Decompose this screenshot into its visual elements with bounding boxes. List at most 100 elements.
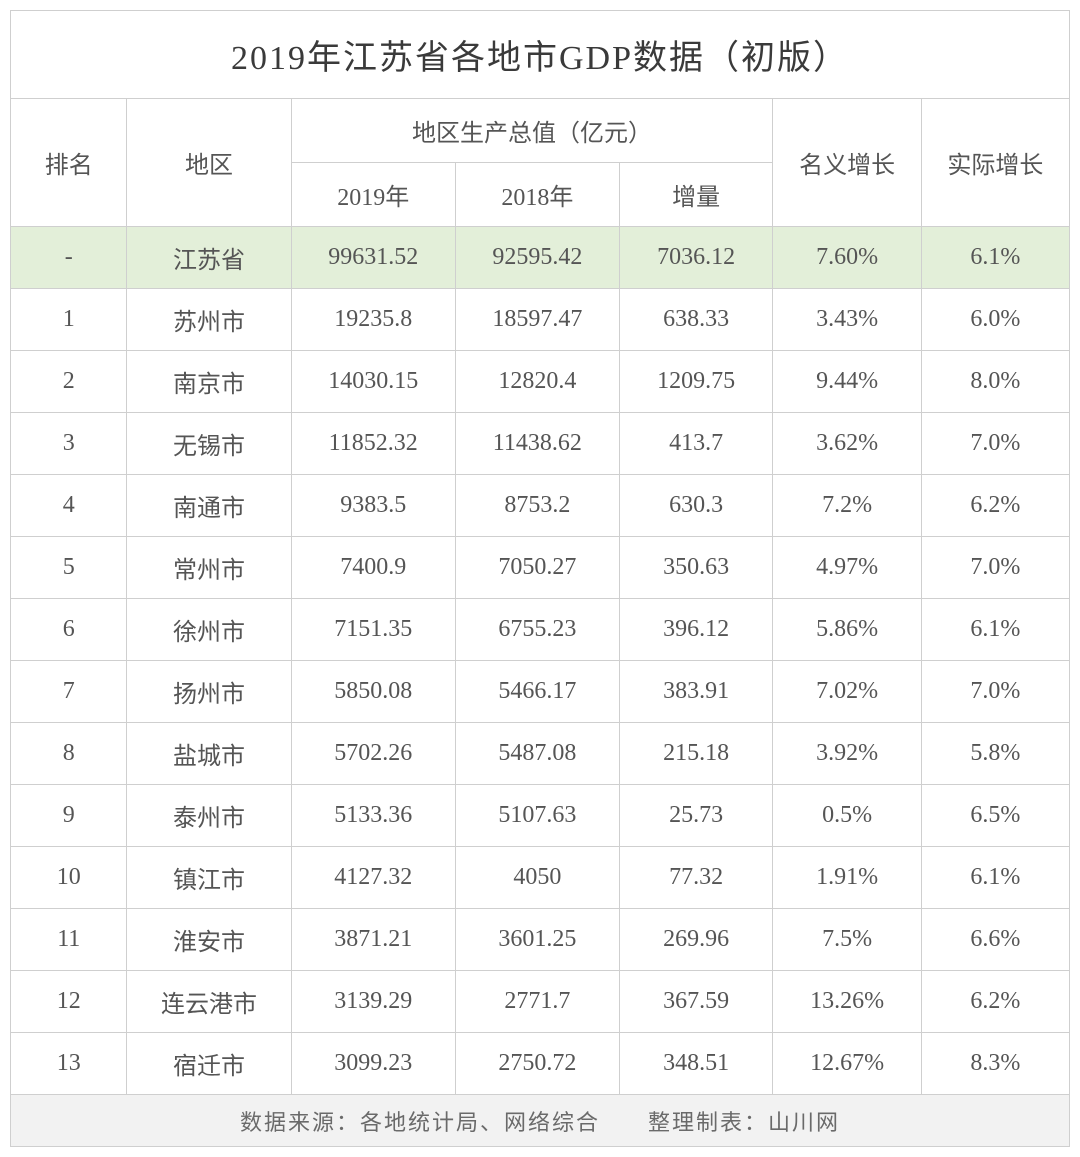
- cell-y2019: 7400.9: [291, 537, 455, 599]
- cell-nominal_growth: 12.67%: [773, 1033, 921, 1095]
- cell-real_growth: 6.1%: [921, 599, 1069, 661]
- table-title: 2019年江苏省各地市GDP数据（初版）: [11, 11, 1070, 99]
- cell-y2018: 2771.7: [455, 971, 619, 1033]
- cell-y2019: 4127.32: [291, 847, 455, 909]
- cell-y2018: 12820.4: [455, 351, 619, 413]
- cell-y2018: 11438.62: [455, 413, 619, 475]
- cell-region: 扬州市: [127, 661, 291, 723]
- cell-real_growth: 8.3%: [921, 1033, 1069, 1095]
- cell-real_growth: 6.2%: [921, 475, 1069, 537]
- cell-real_growth: 7.0%: [921, 413, 1069, 475]
- cell-region: 南通市: [127, 475, 291, 537]
- cell-rank: 9: [11, 785, 127, 847]
- page-container: 2019年江苏省各地市GDP数据（初版） 排名 地区 地区生产总值（亿元） 名义…: [0, 0, 1080, 1157]
- cell-inc: 7036.12: [619, 227, 773, 289]
- table-row: 4南通市9383.58753.2630.37.2%6.2%: [11, 475, 1070, 537]
- cell-y2018: 8753.2: [455, 475, 619, 537]
- cell-region: 镇江市: [127, 847, 291, 909]
- cell-region: 徐州市: [127, 599, 291, 661]
- cell-real_growth: 6.0%: [921, 289, 1069, 351]
- table-row: 8盐城市5702.265487.08215.183.92%5.8%: [11, 723, 1070, 785]
- table-fo-group: 数据来源：各地统计局、网络综合 整理制表：山川网: [11, 1095, 1070, 1147]
- table-row: 3无锡市11852.3211438.62413.73.62%7.0%: [11, 413, 1070, 475]
- cell-region: 苏州市: [127, 289, 291, 351]
- cell-increment: 638.33: [619, 289, 773, 351]
- cell-real_growth: 8.0%: [921, 351, 1069, 413]
- cell-y2018: 18597.47: [455, 289, 619, 351]
- footer-row: 数据来源：各地统计局、网络综合 整理制表：山川网: [11, 1095, 1070, 1147]
- cell-real_growth: 6.6%: [921, 909, 1069, 971]
- col-increment: 增量: [619, 163, 773, 227]
- cell-y2019: 19235.8: [291, 289, 455, 351]
- cell-nominal_growth: 3.43%: [773, 289, 921, 351]
- cell-rank: 6: [11, 599, 127, 661]
- cell-region: 泰州市: [127, 785, 291, 847]
- cell-increment: 215.18: [619, 723, 773, 785]
- table-row: 13宿迁市3099.232750.72348.5112.67%8.3%: [11, 1033, 1070, 1095]
- cell-y2019: 3099.23: [291, 1033, 455, 1095]
- col-region: 地区: [127, 99, 291, 227]
- header-row-1: 排名 地区 地区生产总值（亿元） 名义增长 实际增长: [11, 99, 1070, 163]
- cell-2019: 99631.52: [291, 227, 455, 289]
- cell-region: 南京市: [127, 351, 291, 413]
- cell-real_growth: 6.2%: [921, 971, 1069, 1033]
- cell-y2019: 7151.35: [291, 599, 455, 661]
- cell-increment: 348.51: [619, 1033, 773, 1095]
- cell-nominal_growth: 4.97%: [773, 537, 921, 599]
- col-2018: 2018年: [455, 163, 619, 227]
- cell-real_growth: 6.1%: [921, 847, 1069, 909]
- cell-rank: 8: [11, 723, 127, 785]
- cell-increment: 413.7: [619, 413, 773, 475]
- cell-y2019: 5133.36: [291, 785, 455, 847]
- cell-y2018: 5487.08: [455, 723, 619, 785]
- cell-increment: 269.96: [619, 909, 773, 971]
- cell-increment: 25.73: [619, 785, 773, 847]
- cell-rank: 5: [11, 537, 127, 599]
- cell-real_growth: 6.5%: [921, 785, 1069, 847]
- cell-region: 江苏省: [127, 227, 291, 289]
- cell-real: 6.1%: [921, 227, 1069, 289]
- cell-increment: 630.3: [619, 475, 773, 537]
- cell-nominal_growth: 9.44%: [773, 351, 921, 413]
- table-row: 10镇江市4127.32405077.321.91%6.1%: [11, 847, 1070, 909]
- cell-increment: 396.12: [619, 599, 773, 661]
- cell-nominal_growth: 0.5%: [773, 785, 921, 847]
- cell-region: 连云港市: [127, 971, 291, 1033]
- cell-rank: 12: [11, 971, 127, 1033]
- cell-y2018: 2750.72: [455, 1033, 619, 1095]
- cell-real_growth: 5.8%: [921, 723, 1069, 785]
- cell-y2019: 5702.26: [291, 723, 455, 785]
- col-2019: 2019年: [291, 163, 455, 227]
- cell-2018: 92595.42: [455, 227, 619, 289]
- cell-nominal_growth: 3.62%: [773, 413, 921, 475]
- cell-increment: 383.91: [619, 661, 773, 723]
- table-row: 9泰州市5133.365107.6325.730.5%6.5%: [11, 785, 1070, 847]
- cell-rank: 2: [11, 351, 127, 413]
- cell-y2019: 3871.21: [291, 909, 455, 971]
- cell-nominal_growth: 1.91%: [773, 847, 921, 909]
- cell-real_growth: 7.0%: [921, 537, 1069, 599]
- cell-y2018: 3601.25: [455, 909, 619, 971]
- cell-y2019: 9383.5: [291, 475, 455, 537]
- table-row: 2南京市14030.1512820.41209.759.44%8.0%: [11, 351, 1070, 413]
- cell-y2019: 5850.08: [291, 661, 455, 723]
- col-gdp-group: 地区生产总值（亿元）: [291, 99, 773, 163]
- table-body: - 江苏省 99631.52 92595.42 7036.12 7.60% 6.…: [11, 227, 1070, 1095]
- cell-increment: 1209.75: [619, 351, 773, 413]
- cell-y2018: 4050: [455, 847, 619, 909]
- cell-y2018: 6755.23: [455, 599, 619, 661]
- table-row: 12连云港市3139.292771.7367.5913.26%6.2%: [11, 971, 1070, 1033]
- cell-nominal_growth: 5.86%: [773, 599, 921, 661]
- cell-rank: 13: [11, 1033, 127, 1095]
- cell-nominal_growth: 7.5%: [773, 909, 921, 971]
- cell-rank: -: [11, 227, 127, 289]
- table-row: 6徐州市7151.356755.23396.125.86%6.1%: [11, 599, 1070, 661]
- table-row: 5常州市7400.97050.27350.634.97%7.0%: [11, 537, 1070, 599]
- cell-y2019: 14030.15: [291, 351, 455, 413]
- cell-nominal_growth: 7.02%: [773, 661, 921, 723]
- cell-y2019: 3139.29: [291, 971, 455, 1033]
- cell-increment: 350.63: [619, 537, 773, 599]
- cell-rank: 7: [11, 661, 127, 723]
- cell-rank: 1: [11, 289, 127, 351]
- cell-nominal_growth: 13.26%: [773, 971, 921, 1033]
